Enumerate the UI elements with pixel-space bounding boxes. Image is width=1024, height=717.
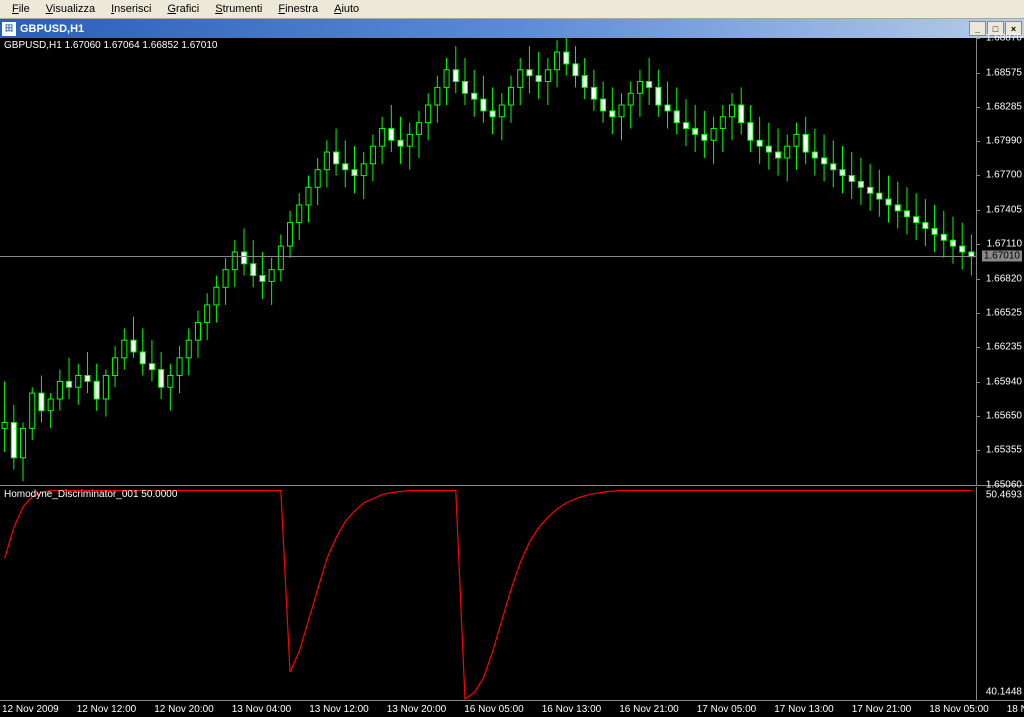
xaxis-label: 13 Nov 04:00 — [232, 704, 310, 715]
window-titlebar: 田 GBPUSD,H1 _ □ × — [0, 19, 1024, 38]
yaxis-label: 1.68870 — [986, 33, 1022, 44]
candlestick-chart — [0, 38, 976, 486]
yaxis-label: 1.68285 — [986, 101, 1022, 112]
menu-aiuto[interactable]: Aiuto — [326, 1, 367, 17]
menu-file[interactable]: File — [4, 1, 38, 17]
indicator-area — [0, 487, 976, 700]
time-xaxis: 12 Nov 200912 Nov 12:0012 Nov 20:0013 No… — [0, 700, 1024, 717]
xaxis-label: 12 Nov 2009 — [2, 704, 77, 715]
indicator-name: Homodyne_Discriminator_001 50.0000 — [4, 489, 177, 500]
xaxis-label: 16 Nov 13:00 — [542, 704, 620, 715]
indicator-yaxis: 50.4693 40.1448 — [976, 487, 1024, 700]
chart-container: GBPUSD,H1 1.67060 1.67064 1.66852 1.6701… — [0, 38, 1024, 717]
menu-grafici[interactable]: Grafici — [159, 1, 207, 17]
menu-inserisci[interactable]: Inserisci — [103, 1, 159, 17]
menubar: File Visualizza Inserisci Grafici Strume… — [0, 0, 1024, 19]
yaxis-label: 1.67990 — [986, 136, 1022, 147]
yaxis-label: 1.67405 — [986, 204, 1022, 215]
xaxis-label: 17 Nov 13:00 — [774, 704, 852, 715]
price-yaxis: 1.688701.685751.682851.679901.677001.674… — [976, 38, 1024, 485]
menu-finestra[interactable]: Finestra — [270, 1, 326, 17]
indicator-panel[interactable]: Homodyne_Discriminator_001 50.0000 50.46… — [0, 487, 1024, 700]
xaxis-label: 12 Nov 20:00 — [154, 704, 232, 715]
indicator-yaxis-label: 50.4693 — [986, 490, 1022, 501]
xaxis-label: 18 Nov 05:00 — [929, 704, 1007, 715]
xaxis-label: 17 Nov 05:00 — [697, 704, 775, 715]
xaxis-label: 13 Nov 12:00 — [309, 704, 387, 715]
yaxis-label: 1.67700 — [986, 170, 1022, 181]
yaxis-label: 1.65355 — [986, 445, 1022, 456]
yaxis-label: 1.66525 — [986, 308, 1022, 319]
candle-area — [0, 38, 976, 485]
symbol-info: GBPUSD,H1 1.67060 1.67064 1.66852 1.6701… — [4, 40, 218, 51]
chart-icon: 田 — [2, 22, 16, 36]
indicator-yaxis-label: 40.1448 — [986, 687, 1022, 698]
yaxis-label: 1.67110 — [987, 239, 1022, 250]
window-title: GBPUSD,H1 — [20, 23, 965, 35]
xaxis-label: 16 Nov 21:00 — [619, 704, 697, 715]
xaxis-label: 17 Nov 21:00 — [852, 704, 930, 715]
yaxis-label: 1.66235 — [986, 342, 1022, 353]
current-price-label: 1.67010 — [982, 251, 1022, 262]
yaxis-label: 1.65650 — [986, 410, 1022, 421]
menu-visualizza[interactable]: Visualizza — [38, 1, 103, 17]
main-chart-panel[interactable]: GBPUSD,H1 1.67060 1.67064 1.66852 1.6701… — [0, 38, 1024, 486]
xaxis-label: 16 Nov 05:00 — [464, 704, 542, 715]
yaxis-label: 1.66820 — [986, 273, 1022, 284]
indicator-line-chart — [0, 487, 976, 700]
yaxis-label: 1.68575 — [986, 67, 1022, 78]
menu-strumenti[interactable]: Strumenti — [207, 1, 270, 17]
minimize-button[interactable]: _ — [969, 21, 986, 36]
xaxis-label: 13 Nov 20:00 — [387, 704, 465, 715]
xaxis-label: 18 Nov 13:00 — [1007, 704, 1024, 715]
yaxis-label: 1.65940 — [986, 376, 1022, 387]
xaxis-label: 12 Nov 12:00 — [77, 704, 155, 715]
current-price-line — [0, 256, 976, 257]
